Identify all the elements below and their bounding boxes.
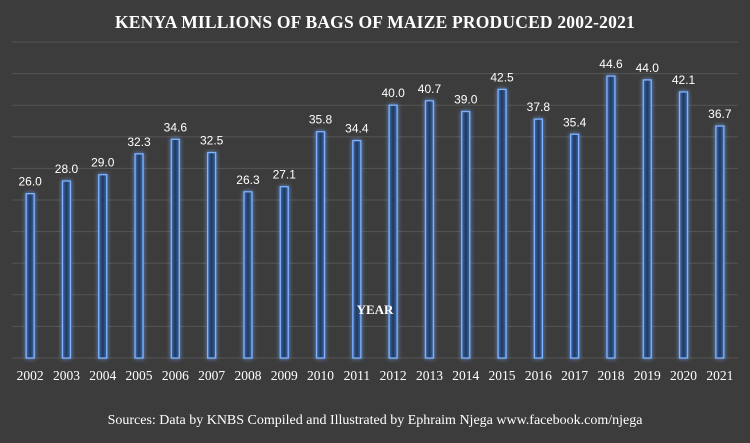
bar-2020 <box>678 91 689 359</box>
x-tick-2016: 2016 <box>525 368 552 383</box>
x-tick-2012: 2012 <box>380 368 407 383</box>
source-note: Sources: Data by KNBS Compiled and Illus… <box>107 413 643 428</box>
data-label-2004: 29.0 <box>91 156 115 170</box>
data-label-2014: 39.0 <box>454 93 478 107</box>
x-tick-2010: 2010 <box>307 368 334 383</box>
bar-2005 <box>134 153 144 359</box>
data-label-2018: 44.6 <box>599 57 623 71</box>
x-tick-2008: 2008 <box>234 368 261 383</box>
data-label-2015: 42.5 <box>490 70 514 84</box>
x-tick-2005: 2005 <box>126 368 153 383</box>
x-tick-2013: 2013 <box>416 368 443 383</box>
bar-2003 <box>61 180 72 359</box>
data-label-2009: 27.1 <box>273 168 297 182</box>
bar-2018 <box>606 75 616 359</box>
data-label-2010: 35.8 <box>309 113 333 127</box>
bar-2004 <box>98 174 108 359</box>
x-tick-2007: 2007 <box>198 368 225 383</box>
bar-2021 <box>715 125 725 359</box>
data-label-2002: 26.0 <box>18 175 42 189</box>
x-tick-2006: 2006 <box>162 368 189 383</box>
x-axis-title: YEAR <box>356 302 394 317</box>
x-tick-2004: 2004 <box>89 368 116 383</box>
data-label-2021: 36.7 <box>708 107 732 121</box>
data-label-2007: 32.5 <box>200 134 224 148</box>
x-tick-2019: 2019 <box>634 368 661 383</box>
data-label-2011: 34.4 <box>345 122 369 136</box>
gridlines <box>12 41 738 359</box>
x-tick-2015: 2015 <box>489 368 516 383</box>
chart-title: KENYA MILLIONS OF BAGS OF MAIZE PRODUCED… <box>115 12 635 32</box>
bar-2007 <box>206 151 217 359</box>
data-label-2008: 26.3 <box>236 173 260 187</box>
bar-2016 <box>533 118 543 359</box>
bar-2012 <box>388 104 398 359</box>
data-label-2003: 28.0 <box>55 162 79 176</box>
bar-series <box>25 75 725 359</box>
x-axis-tick-labels: 2002 2003 2004 2005 2006 2007 2008 2009 2010 2011… <box>17 368 734 383</box>
x-tick-2009: 2009 <box>271 368 298 383</box>
x-tick-2017: 2017 <box>561 368 588 383</box>
bar-2015 <box>497 88 507 359</box>
data-label-2013: 40.7 <box>418 82 442 96</box>
bar-2013 <box>424 100 435 359</box>
data-label-2020: 42.1 <box>672 73 696 87</box>
data-label-2017: 35.4 <box>563 115 587 129</box>
x-tick-2018: 2018 <box>597 368 624 383</box>
x-tick-2003: 2003 <box>53 368 80 383</box>
bar-2010 <box>315 131 326 359</box>
x-tick-2014: 2014 <box>452 368 479 383</box>
bar-2002 <box>25 193 35 359</box>
data-label-2016: 37.8 <box>527 100 551 114</box>
data-label-2005: 32.3 <box>127 135 151 149</box>
bar-2009 <box>279 186 289 359</box>
bar-2019 <box>642 79 652 359</box>
x-tick-2020: 2020 <box>670 368 697 383</box>
x-tick-2011: 2011 <box>344 368 371 383</box>
bar-2011 <box>352 139 362 359</box>
x-tick-2002: 2002 <box>17 368 44 383</box>
bar-2006 <box>170 138 181 359</box>
data-labels: 26.0 28.0 29.0 32.3 34.6 32.5 26.3 27.1 35.8 34.4… <box>18 57 731 189</box>
x-tick-2021: 2021 <box>706 368 733 383</box>
bar-2014 <box>461 110 471 359</box>
bar-2017 <box>570 133 580 359</box>
data-label-2019: 44.0 <box>636 61 660 75</box>
bar-2008 <box>243 191 253 359</box>
data-label-2006: 34.6 <box>164 120 188 134</box>
data-label-2012: 40.0 <box>381 86 405 100</box>
